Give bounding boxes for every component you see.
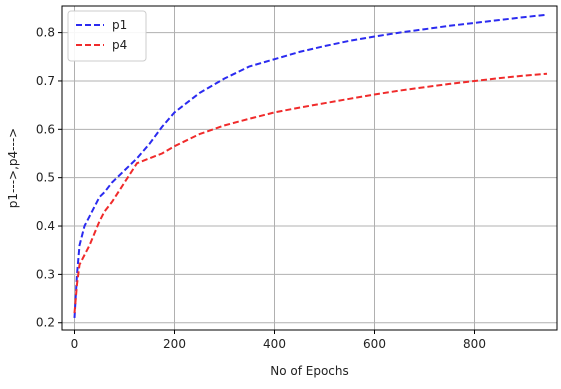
series-line-p4 [73, 72, 548, 314]
y-tick-label: 0.3 [36, 267, 55, 281]
legend-box [67, 10, 147, 62]
series-lines [73, 13, 548, 318]
y-tick-label: 0.4 [36, 219, 55, 233]
y-axis-label: p1--->,p4---> [6, 128, 20, 208]
y-tick-label: 0.7 [36, 74, 55, 88]
x-tick-label: 600 [363, 337, 386, 351]
y-tick-label: 0.8 [36, 26, 55, 40]
y-tick-label: 0.5 [36, 171, 55, 185]
y-tick-label: 0.2 [36, 316, 55, 330]
legend-label-p1: p1 [112, 18, 127, 32]
plot-frame [61, 5, 558, 331]
series-line-p1 [73, 13, 548, 318]
x-tick-label: 200 [163, 337, 186, 351]
axis-ticks: 0 200 400 600 800 0.2 0.3 0.4 0.5 0.6 0.7 0.8 [36, 26, 486, 351]
x-tick-label: 0 [71, 337, 79, 351]
x-tick-label: 800 [463, 337, 486, 351]
legend-label-p4: p4 [112, 38, 127, 52]
x-tick-label: 400 [263, 337, 286, 351]
x-axis-label: No of Epochs [270, 364, 349, 378]
y-tick-label: 0.6 [36, 122, 55, 136]
